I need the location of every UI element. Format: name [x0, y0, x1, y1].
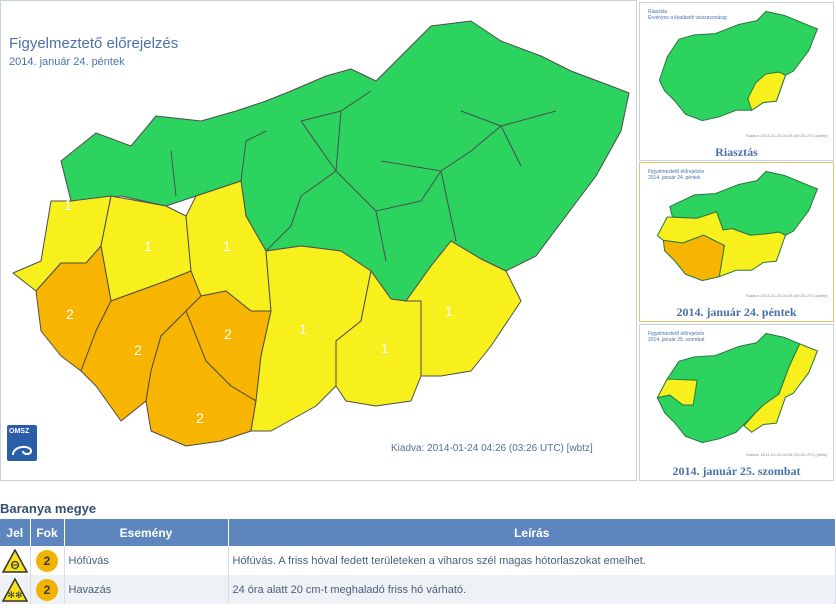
event-description: 24 óra alatt 20 cm-t meghaladó friss hó …	[228, 575, 836, 604]
thumbnail-alert[interactable]: Riasztás Érvényes a kiadástól visszavoná…	[639, 2, 834, 161]
thumbnail-caption: 2014. január 25. szombat	[672, 464, 801, 478]
snowfall-warning-icon: ✻✻	[1, 577, 28, 602]
thumbnail-footer: Kiadva: 2014-01-24 04:26 (03:26 UTC) [wb…	[746, 293, 827, 298]
map-level-label: 1	[144, 238, 152, 254]
map-level-label: 1	[64, 197, 72, 213]
thumbnail-caption: Riasztás	[715, 145, 758, 159]
event-name: Hófúvás	[64, 546, 229, 575]
event-icon-cell: ✻✻	[0, 575, 31, 604]
thumbnail-small-subtitle: Érvényes a kiadástól visszavonásig	[648, 15, 727, 21]
map-level-label: 2	[224, 326, 232, 342]
thumbnail-small-title: Riasztás	[648, 9, 668, 15]
thumbnail-small-title: Figyelmeztető előrejelzés	[648, 331, 705, 337]
map-level-label: 1	[381, 340, 389, 356]
event-level-cell: 2	[30, 575, 65, 604]
column-header-esemeny: Esemény	[64, 519, 229, 546]
level-badge: 2	[36, 549, 58, 572]
thumbnail-today[interactable]: Figyelmeztető előrejelzés 2014. január 2…	[639, 162, 834, 322]
thumbnail-small-subtitle: 2014. január 25. szombat	[648, 337, 705, 343]
thumbnail-footer: Kiadva: 2014-01-24 04:26 (03:26 UTC) [wb…	[746, 452, 827, 457]
event-description: Hófúvás. A friss hóval fedett területeke…	[228, 546, 836, 575]
map-region-south-2[interactable]	[145, 310, 257, 447]
thumbnail-caption: 2014. január 24. péntek	[676, 305, 797, 319]
level-badge: 2	[36, 578, 58, 601]
map-level-label: 1	[299, 321, 307, 337]
svg-text:✻✻: ✻✻	[7, 591, 22, 601]
thumbnail-footer: Kiadva: 2014-01-24 04:26 (03:26 UTC) [wb…	[746, 133, 827, 138]
map-level-label: 2	[134, 342, 142, 358]
event-level-cell: 2	[30, 546, 65, 575]
thumbnail-tomorrow[interactable]: Figyelmeztető előrejelzés 2014. január 2…	[639, 324, 834, 481]
map-title: Figyelmeztető előrejelzés	[9, 35, 179, 52]
map-level-label: 1	[445, 303, 453, 319]
event-icon-cell	[0, 546, 31, 575]
county-events-table: Jel Fok Esemény Leírás 2 Hófúvás Hófúvás…	[0, 519, 836, 604]
map-date: 2014. január 24. péntek	[9, 56, 125, 68]
table-row: ✻✻ 2 Havazás 24 óra alatt 20 cm-t meghal…	[0, 575, 836, 604]
map-level-label: 2	[66, 306, 74, 322]
wind-snow-warning-icon	[1, 548, 28, 573]
map-level-label: 2	[196, 410, 204, 426]
map-region-south-east-1[interactable]	[335, 270, 422, 407]
map-region-east-1[interactable]	[405, 240, 522, 377]
column-header-jel: Jel	[0, 519, 31, 546]
thumbnail-map	[656, 332, 819, 444]
county-title: Baranya megye	[0, 501, 97, 516]
thumbnail-small-subtitle: 2014. január 24. péntek	[648, 175, 701, 181]
omsz-logo	[7, 425, 37, 461]
thumbnail-map	[658, 10, 819, 122]
thumbnail-small-title: Figyelmeztető előrejelzés	[648, 169, 705, 175]
omsz-logo-text: OMSZ	[9, 428, 30, 435]
map-level-label: 1	[223, 238, 231, 254]
event-name: Havazás	[64, 575, 229, 604]
hungary-county-map: 1 1 1 2 2 2 2 1 1 1	[12, 20, 630, 447]
thumbnail-map	[656, 170, 819, 282]
column-header-leiras: Leírás	[228, 519, 836, 546]
map-region-center-1[interactable]	[250, 245, 372, 432]
issued-timestamp: Kiadva: 2014-01-24 04:26 (03:26 UTC) [wb…	[391, 443, 593, 454]
main-warning-map: Figyelmeztető előrejelzés 2014. január 2…	[0, 0, 637, 481]
table-row: 2 Hófúvás Hófúvás. A friss hóval fedett …	[0, 546, 836, 575]
column-header-fok: Fok	[30, 519, 65, 546]
